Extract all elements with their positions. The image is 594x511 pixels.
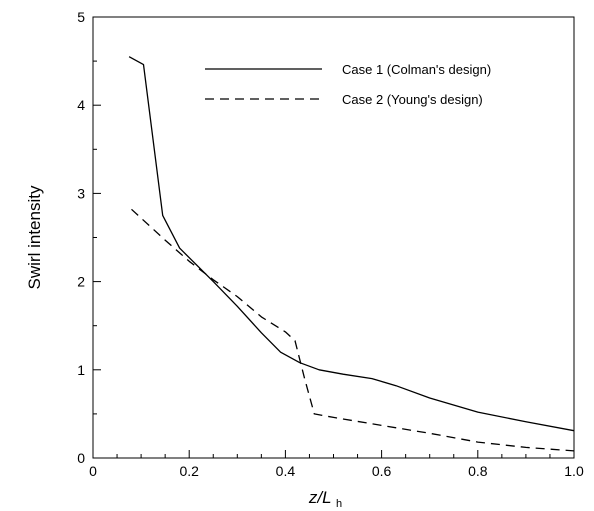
legend-label-case-1: Case 1 (Colman's design) bbox=[342, 62, 491, 77]
x-tick-label: 0.6 bbox=[372, 463, 392, 479]
y-axis-title: Swirl intensity bbox=[25, 185, 44, 289]
series-lines bbox=[128, 56, 575, 452]
x-tick-label: 1.0 bbox=[564, 463, 584, 479]
y-tick-label: 3 bbox=[77, 185, 85, 201]
legend: Case 1 (Colman's design) Case 2 (Young's … bbox=[205, 62, 491, 107]
y-tick-label: 2 bbox=[77, 274, 85, 290]
y-tick-label: 4 bbox=[77, 97, 85, 113]
y-tick-label: 5 bbox=[77, 9, 85, 25]
x-tick-label: 0.8 bbox=[468, 463, 488, 479]
y-tick-label: 0 bbox=[77, 450, 85, 466]
series-line-case-2 bbox=[131, 208, 575, 452]
plot-frame bbox=[92, 16, 575, 459]
ticks: 0 0.2 0.4 0.6 0.8 1.0 0 1 2 3 4 5 bbox=[77, 9, 584, 479]
x-axis-title: z/L h bbox=[308, 488, 342, 510]
x-axis-title-subscript: h bbox=[336, 498, 342, 510]
x-axis-title-main: z/L bbox=[308, 488, 331, 507]
x-tick-label: 0 bbox=[89, 463, 97, 479]
legend-label-case-2: Case 2 (Young's design) bbox=[342, 92, 483, 107]
x-tick-label: 0.4 bbox=[276, 463, 296, 479]
axes bbox=[92, 16, 575, 459]
x-tick-label: 0.2 bbox=[179, 463, 199, 479]
series-line-case-1 bbox=[128, 56, 575, 432]
y-tick-label: 1 bbox=[77, 362, 85, 378]
